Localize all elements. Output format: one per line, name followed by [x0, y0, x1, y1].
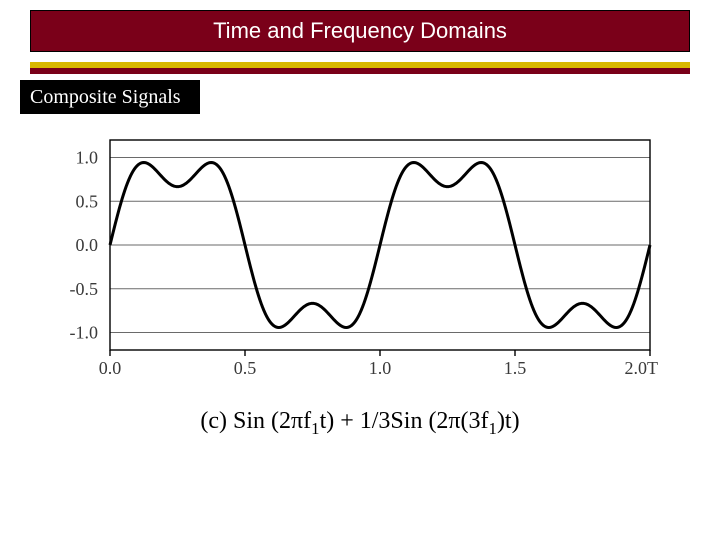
accent-rule-maroon [30, 68, 690, 74]
svg-text:1.5: 1.5 [504, 358, 527, 378]
subheader-text: Composite Signals [30, 86, 181, 109]
section-subheader: Composite Signals [20, 80, 200, 114]
svg-text:1.0: 1.0 [76, 148, 99, 168]
svg-text:0.0: 0.0 [99, 358, 122, 378]
chart-svg: -1.0 -0.5 0.0 0.5 1.0 0.0 0.5 1.0 1.5 2.0T [50, 130, 670, 400]
caption-part: t) + 1/3Sin (2π(3f [320, 408, 489, 434]
caption-sub1: 1 [311, 419, 319, 438]
composite-signal-chart: -1.0 -0.5 0.0 0.5 1.0 0.0 0.5 1.0 1.5 2.0T [50, 130, 670, 400]
svg-text:1.0: 1.0 [369, 358, 392, 378]
caption-part: (c) Sin (2πf [200, 408, 311, 434]
svg-text:-1.0: -1.0 [70, 323, 99, 343]
chart-caption: (c) Sin (2πf1t) + 1/3Sin (2π(3f1)t) [0, 408, 720, 439]
page-title: Time and Frequency Domains [213, 18, 507, 44]
caption-sub2: 1 [489, 419, 497, 438]
svg-text:0.5: 0.5 [234, 358, 257, 378]
caption-part: )t) [497, 408, 520, 434]
svg-text:0.0: 0.0 [76, 235, 99, 255]
svg-text:-0.5: -0.5 [70, 279, 99, 299]
title-bar: Time and Frequency Domains [30, 10, 690, 52]
svg-text:2.0T: 2.0T [625, 358, 659, 378]
svg-text:0.5: 0.5 [76, 191, 99, 211]
